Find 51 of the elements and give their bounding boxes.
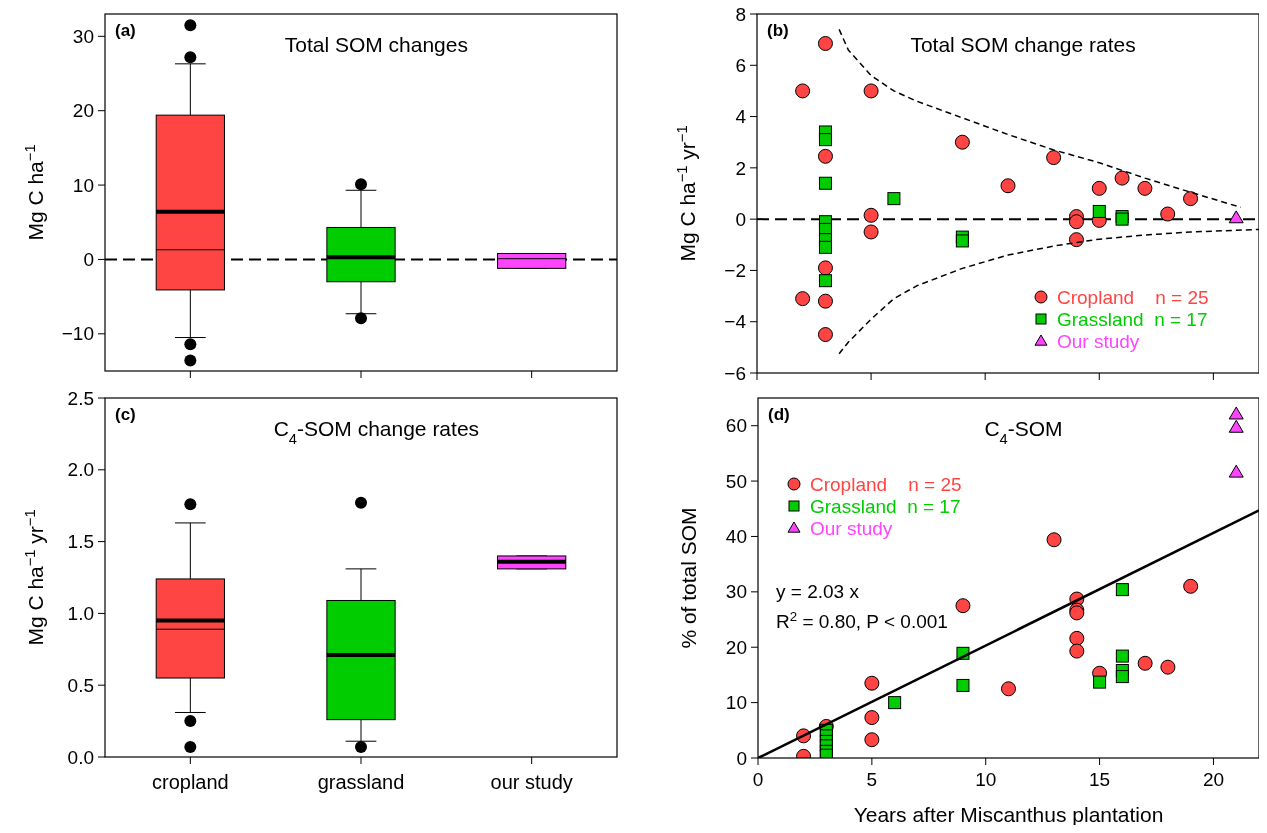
y-tick-label: 2 bbox=[735, 157, 746, 179]
text: C$_{4}$-SOM bbox=[984, 417, 1063, 447]
y-tick-label: 10 bbox=[72, 174, 94, 196]
y-tick-label: 60 bbox=[725, 415, 747, 437]
y-tick-label: 30 bbox=[72, 25, 94, 47]
x-tick-label: cropland bbox=[151, 771, 229, 793]
legend-label: Cropland n = 25 bbox=[810, 473, 962, 495]
y-tick-label: −10 bbox=[61, 323, 94, 345]
legend-label: Cropland n = 25 bbox=[1057, 286, 1209, 308]
y-tick-label: 6 bbox=[735, 54, 746, 76]
y-tick-label: 0 bbox=[736, 747, 747, 769]
y-tick-label: 2.0 bbox=[67, 459, 94, 481]
y-tick-label: 4 bbox=[735, 106, 747, 128]
text: Total SOM change rates bbox=[910, 33, 1136, 56]
y-tick-label: 8 bbox=[735, 3, 746, 25]
x-tick-label: our study bbox=[490, 771, 573, 793]
y-tick-label: −6 bbox=[724, 362, 746, 384]
y-tick-label: 40 bbox=[725, 526, 747, 548]
legend-label: Our study bbox=[810, 517, 893, 539]
y-tick-label: 0 bbox=[83, 249, 94, 271]
annotation: y = 2.03 x bbox=[776, 580, 860, 602]
y-tick-label: 1.5 bbox=[67, 531, 94, 553]
legend-label: Grassland n = 17 bbox=[810, 495, 961, 517]
annotation: (a) bbox=[115, 21, 136, 40]
x-tick-label: 10 bbox=[975, 769, 997, 790]
y-tick-label: 10 bbox=[725, 692, 747, 714]
annotation: (c) bbox=[115, 405, 136, 424]
y-tick-label: 0 bbox=[735, 208, 746, 230]
x-tick-label: 20 bbox=[1202, 769, 1225, 790]
annotation: R$^{2}$ = 0.80, P < 0.001 bbox=[776, 608, 948, 632]
legend-label: Our study bbox=[1057, 330, 1140, 352]
y-tick-label: 0.0 bbox=[67, 746, 94, 768]
y-tick-label: 20 bbox=[725, 636, 747, 658]
y-tick-label: −4 bbox=[724, 311, 747, 333]
x-tick-label: 0 bbox=[752, 769, 764, 790]
y-tick-label: 1.0 bbox=[67, 603, 94, 625]
y-tick-label: 50 bbox=[725, 470, 747, 492]
y-tick-label: −2 bbox=[724, 260, 746, 282]
x-tick-label: 5 bbox=[866, 769, 878, 790]
text: Total SOM changes bbox=[284, 33, 468, 56]
annotation: (d) bbox=[768, 405, 790, 424]
x-tick-label: grassland bbox=[317, 771, 405, 793]
y-tick-label: 30 bbox=[725, 581, 747, 603]
text: C$_{4}$-SOM change rates bbox=[273, 417, 480, 447]
y-axis-title: % of total SOM bbox=[677, 507, 700, 649]
x-tick-label: 15 bbox=[1089, 769, 1111, 790]
y-tick-label: 0.5 bbox=[67, 674, 94, 696]
legend-label: Grassland n = 17 bbox=[1057, 308, 1208, 330]
annotation: (b) bbox=[767, 21, 789, 40]
y-tick-label: 20 bbox=[72, 100, 94, 122]
y-tick-label: 2.5 bbox=[67, 387, 94, 409]
